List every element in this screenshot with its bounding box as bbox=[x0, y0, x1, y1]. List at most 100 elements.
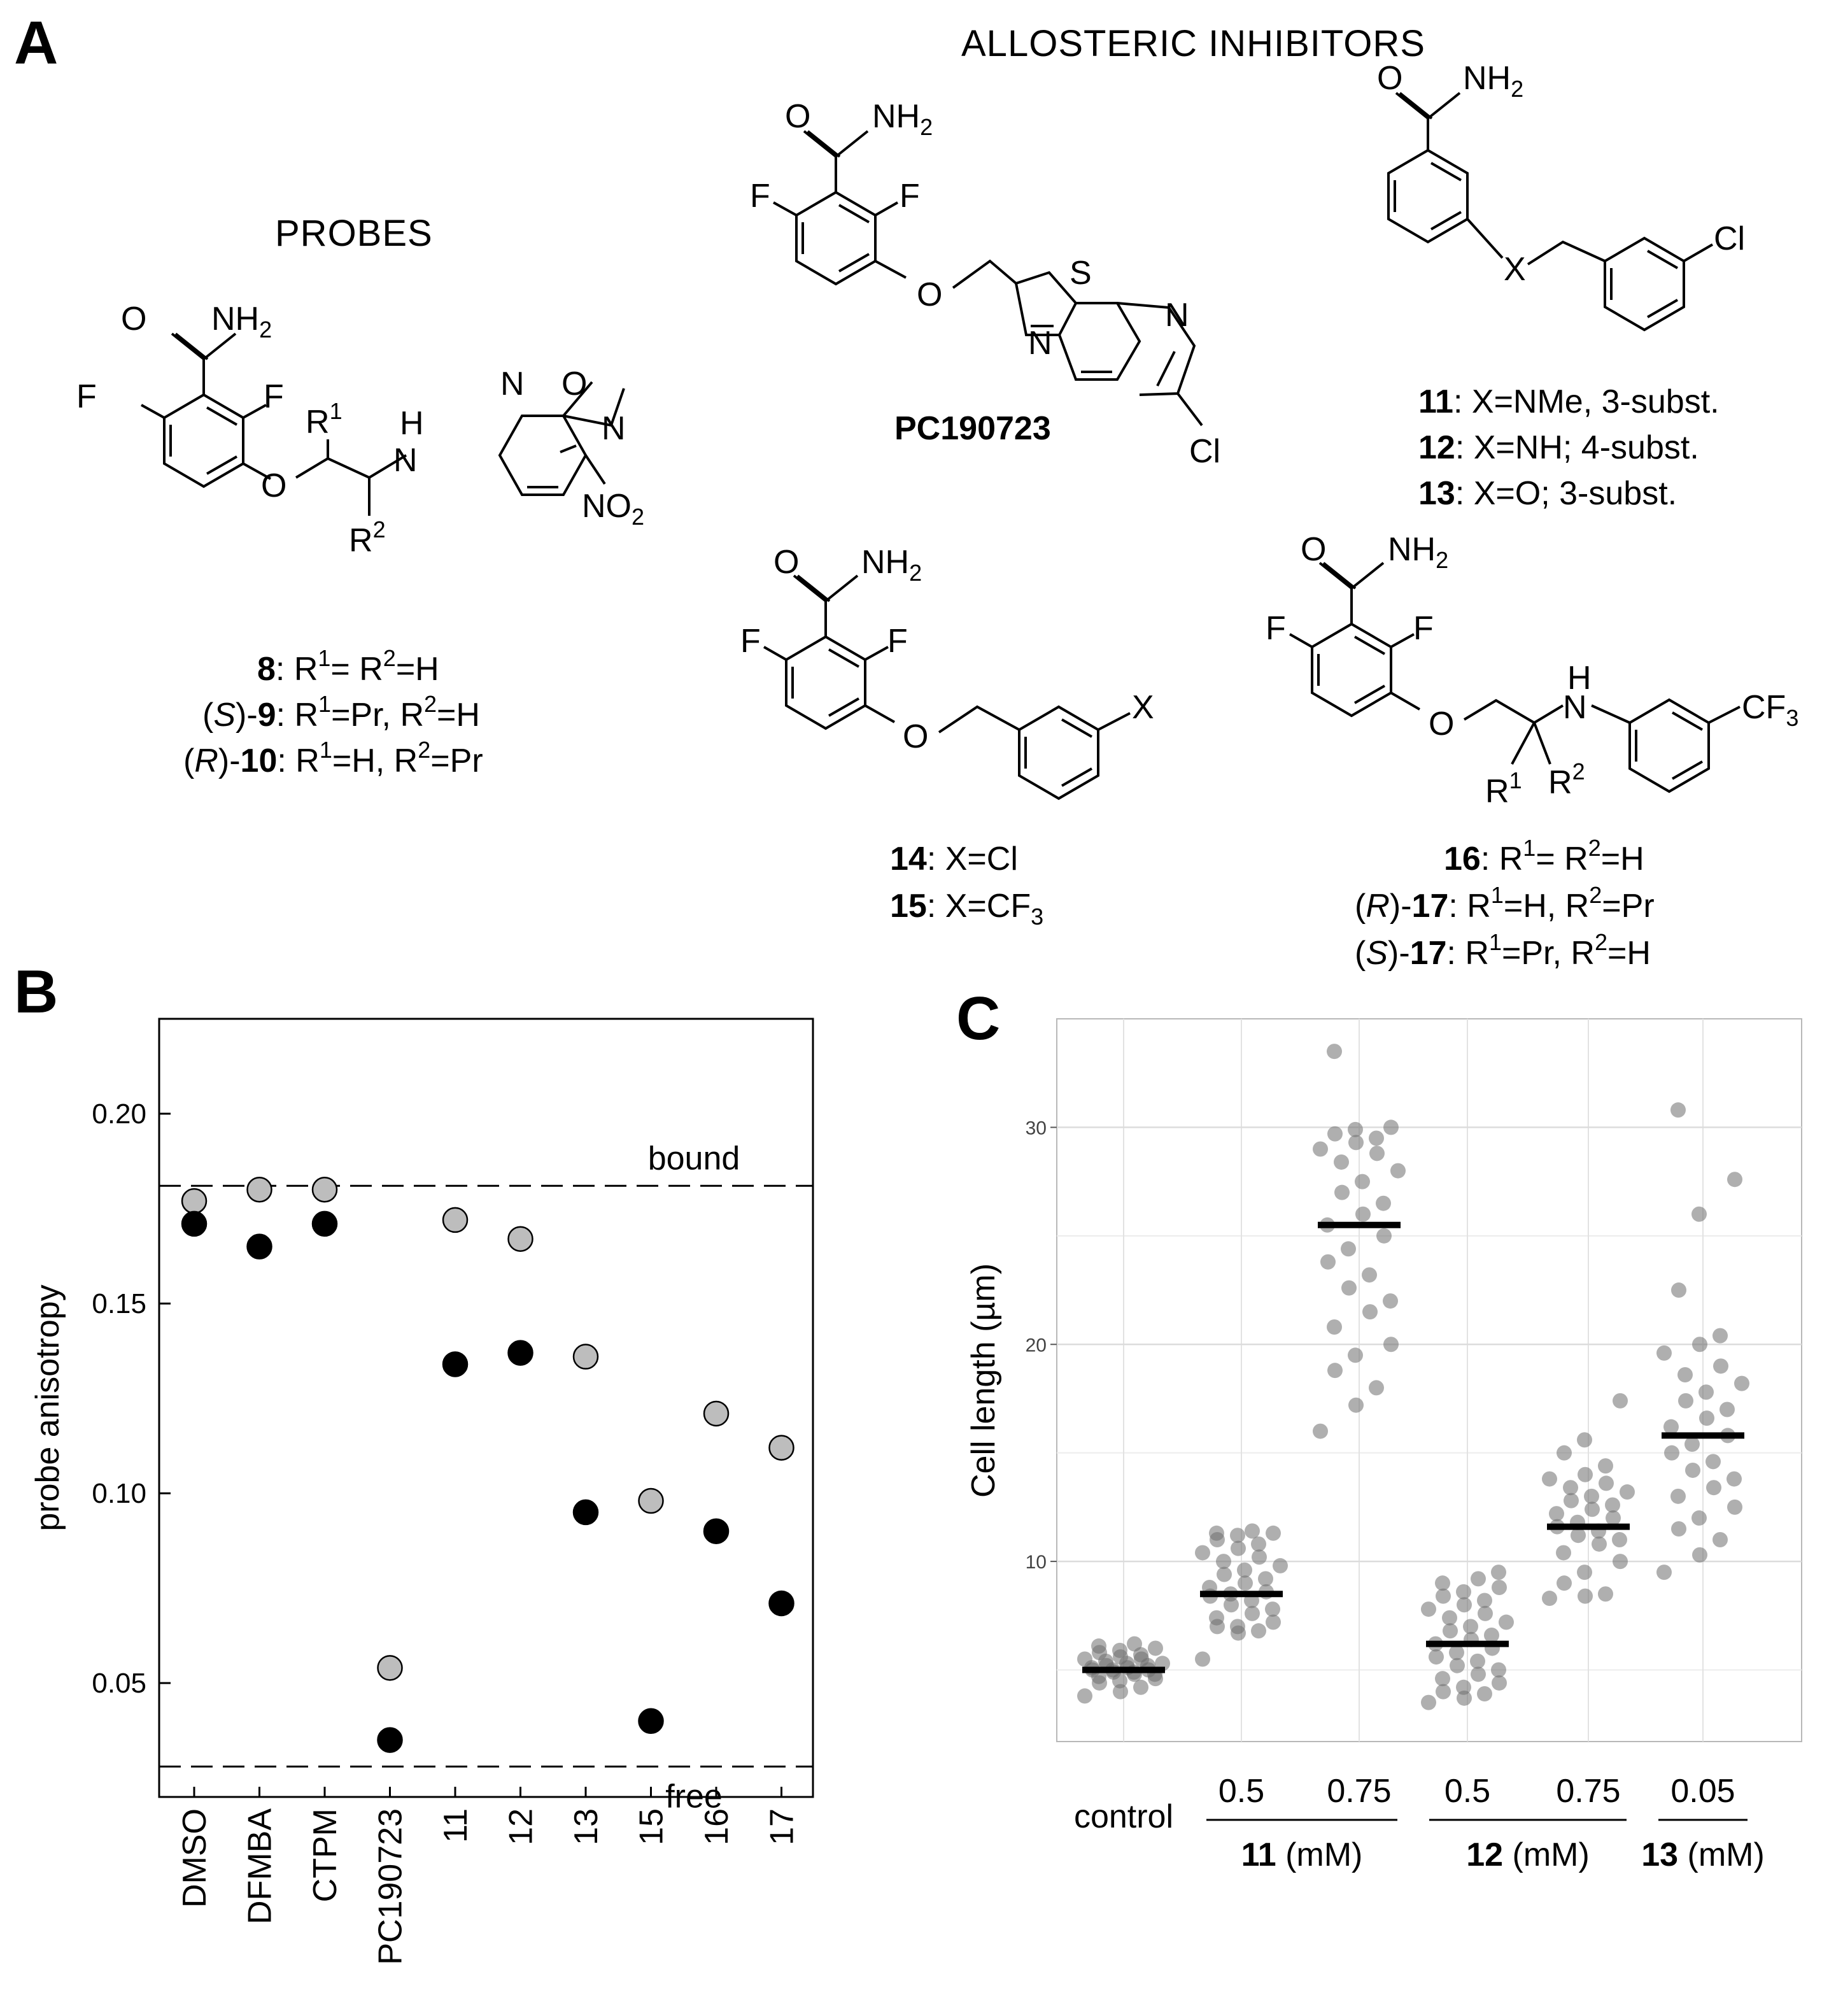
plot-c-data-point bbox=[1195, 1545, 1210, 1561]
plot-c-data-point bbox=[1734, 1375, 1749, 1391]
plot-c-data-point bbox=[1348, 1347, 1363, 1363]
plot-c-y-axis-label: Cell length (µm) bbox=[965, 1263, 1002, 1498]
caption-17r: (R)-17: R1=H, R2=Pr bbox=[1355, 882, 1655, 925]
plot-b-data-point bbox=[377, 1655, 403, 1681]
plot-b-x-tick-label: 15 bbox=[633, 1808, 670, 1845]
plot-c-data-point bbox=[1577, 1432, 1592, 1448]
plot-c-data-point bbox=[1678, 1393, 1693, 1409]
plot-c-data-point bbox=[1383, 1293, 1398, 1309]
plot-c-data-point bbox=[1484, 1627, 1499, 1643]
plot-c-data-point bbox=[1091, 1638, 1106, 1654]
plot-c-data-point bbox=[1463, 1619, 1478, 1635]
atom-f: F bbox=[750, 178, 770, 215]
atom-n: N bbox=[500, 366, 525, 402]
plot-c-data-point bbox=[1549, 1506, 1564, 1522]
plot-c-data-point bbox=[1450, 1658, 1465, 1673]
plot-c-data-point bbox=[1578, 1466, 1593, 1482]
plot-c-data-point bbox=[1362, 1304, 1378, 1320]
plot-c-data-point bbox=[1376, 1228, 1392, 1244]
atom-f: F bbox=[900, 178, 920, 215]
atom-n: N bbox=[1028, 325, 1052, 362]
plot-c-x-tick-label: 0.75 bbox=[1556, 1773, 1620, 1810]
atom-f: F bbox=[1266, 610, 1286, 647]
plot-c-data-point bbox=[1606, 1510, 1621, 1526]
plot-c-x-tick-label: 0.5 bbox=[1444, 1773, 1490, 1810]
plot-c-group-label: 11 (mM) bbox=[1241, 1836, 1363, 1873]
plot-b-data-point bbox=[572, 1499, 599, 1526]
atom-r2: R2 bbox=[1548, 758, 1585, 801]
atom-o: O bbox=[917, 276, 942, 313]
plot-c-groups: 11 (mM) 12 (mM) 13 (mM) bbox=[1206, 1819, 1765, 1873]
plot-c-data-point bbox=[1237, 1562, 1252, 1578]
atom-cf3: CF3 bbox=[1742, 689, 1798, 731]
atom-r1: R1 bbox=[1485, 767, 1522, 810]
plot-c-data-point bbox=[1258, 1571, 1273, 1587]
heading-probes: PROBES bbox=[275, 213, 433, 254]
plot-c-data-point bbox=[1442, 1610, 1457, 1626]
plot-c-data-point bbox=[1720, 1402, 1735, 1417]
plot-c-data-point bbox=[1320, 1254, 1336, 1270]
plot-c-data-point bbox=[1113, 1684, 1128, 1700]
plot-b-data-point bbox=[311, 1210, 338, 1237]
plot-c-data-point bbox=[1670, 1102, 1686, 1118]
atom-o: O bbox=[903, 718, 928, 755]
plot-c-data-point bbox=[1556, 1545, 1571, 1561]
plot-c-data-point bbox=[1727, 1172, 1742, 1188]
plot-c-data-point bbox=[1564, 1493, 1579, 1508]
plot-c-data-point bbox=[1691, 1206, 1707, 1222]
atom-cl: Cl bbox=[1189, 433, 1220, 470]
plot-b-reference-lines: bound free bbox=[159, 1140, 813, 1815]
plot-c-data-point bbox=[1557, 1445, 1572, 1461]
plot-c-data-point bbox=[1671, 1521, 1686, 1537]
structure-bonds bbox=[141, 92, 1741, 800]
atom-x: X bbox=[1132, 689, 1154, 726]
plot-c-data-point bbox=[1492, 1675, 1507, 1691]
caption-12: 12: X=NH; 4-subst. bbox=[1418, 429, 1699, 466]
plot-b-data-point bbox=[311, 1176, 338, 1203]
atom-n: N bbox=[1563, 689, 1587, 726]
plot-c-data-point bbox=[1435, 1575, 1450, 1591]
plot-c-data-point bbox=[1713, 1358, 1728, 1374]
plot-c-data-point bbox=[1571, 1528, 1586, 1544]
plot-c-data-point bbox=[1435, 1671, 1450, 1687]
plot-c-data-point bbox=[1656, 1565, 1672, 1580]
plot-c-data-point bbox=[1327, 1363, 1343, 1379]
plot-b-y-tick-label: 0.05 bbox=[92, 1668, 146, 1699]
plot-c-data-point bbox=[1341, 1280, 1357, 1296]
plot-c-data-point bbox=[1670, 1488, 1686, 1504]
plot-b-y-ticks: 0.05 0.10 0.15 0.20 bbox=[92, 1098, 171, 1699]
panel-a: A ALLOSTERIC INHIBITORS PROBES bbox=[14, 9, 1798, 972]
plot-c-data-point bbox=[1077, 1688, 1092, 1704]
atom-o: O bbox=[785, 98, 810, 135]
plot-c-data-point bbox=[1112, 1642, 1127, 1658]
plot-c-data-point bbox=[1252, 1549, 1267, 1565]
plot-c-data-point bbox=[1491, 1662, 1506, 1678]
plot-c-data-point bbox=[1133, 1679, 1148, 1695]
plot-c-data-point bbox=[1477, 1593, 1492, 1608]
plot-c-data-point bbox=[1265, 1601, 1280, 1617]
plot-c-data-point bbox=[1313, 1423, 1328, 1439]
plot-c-data-point bbox=[1245, 1523, 1260, 1539]
atom-n: N bbox=[602, 410, 626, 447]
plot-c-data-point bbox=[1251, 1536, 1266, 1552]
plot-b-data-point bbox=[768, 1435, 794, 1461]
plot-c-data-point bbox=[1664, 1445, 1679, 1461]
atom-n: N bbox=[1165, 297, 1189, 334]
plot-c-data-point bbox=[1578, 1588, 1593, 1604]
plot-b-y-tick-label: 0.15 bbox=[92, 1288, 146, 1319]
atom-o: O bbox=[1429, 706, 1454, 742]
atom-o: O bbox=[1301, 531, 1326, 568]
plot-c-data-point bbox=[1266, 1525, 1281, 1541]
plot-c-data-point bbox=[1620, 1484, 1635, 1500]
plot-c-points bbox=[1077, 1044, 1749, 1710]
plot-c-data-point bbox=[1691, 1510, 1707, 1526]
plot-b-x-tick-label: 12 bbox=[503, 1808, 540, 1845]
plot-c-data-point bbox=[1457, 1690, 1472, 1706]
plot-c-data-point bbox=[1563, 1480, 1578, 1496]
plot-c-data-point bbox=[1491, 1565, 1506, 1580]
atom-r1: R1 bbox=[306, 398, 342, 441]
panel-letter-b: B bbox=[14, 958, 58, 1026]
plot-c-data-point bbox=[1478, 1605, 1493, 1621]
plot-b-data-point bbox=[442, 1351, 469, 1377]
